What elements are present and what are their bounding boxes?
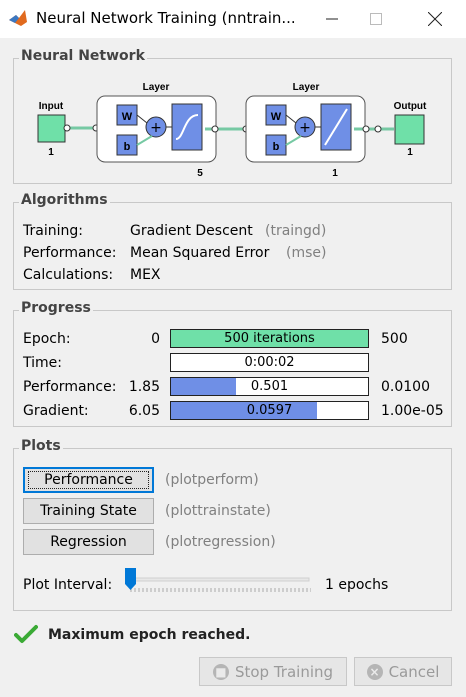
gradient-progress-text: 0.0597 bbox=[246, 403, 293, 418]
layer1-w-link bbox=[136, 114, 148, 124]
plot-regression-button[interactable]: Regression bbox=[23, 529, 154, 555]
algorithms-panel: Algorithms Training: Gradient Descent (t… bbox=[13, 192, 452, 290]
focus-indicator bbox=[28, 471, 149, 489]
plot-performance-button[interactable]: Performance bbox=[23, 467, 154, 493]
performance-progress-label: Performance: bbox=[23, 379, 117, 395]
gradient-label: Gradient: bbox=[23, 403, 89, 419]
output-port-icon bbox=[374, 125, 382, 133]
window-title: Neural Network Training (nntrain... bbox=[36, 9, 296, 27]
layer2-w-link bbox=[285, 114, 297, 124]
gradient-end: 1.00e-05 bbox=[381, 403, 444, 419]
layer2-b-link bbox=[285, 135, 302, 146]
performance-progress-bar: 0.501 bbox=[170, 377, 369, 396]
stop-training-label: Stop Training bbox=[234, 662, 334, 681]
layer1-b-link bbox=[136, 135, 153, 146]
minimize-button[interactable] bbox=[310, 4, 354, 34]
cancel-icon: × bbox=[366, 663, 383, 680]
plot-regression-func: (plotregression) bbox=[165, 534, 276, 550]
time-label: Time: bbox=[23, 355, 62, 371]
layer1-transfer-block bbox=[171, 103, 203, 151]
maximize-icon bbox=[370, 13, 382, 25]
layer2-plus-icon: + bbox=[299, 120, 311, 136]
time-bar: 0:00:02 bbox=[170, 353, 369, 372]
training-code: (traingd) bbox=[265, 223, 327, 239]
status-message: Maximum epoch reached. bbox=[48, 627, 251, 643]
performance-start: 1.85 bbox=[128, 379, 160, 395]
progress-panel-title: Progress bbox=[19, 300, 93, 316]
layer1-size: 5 bbox=[197, 168, 203, 179]
cancel-button[interactable]: × Cancel bbox=[354, 657, 452, 686]
epoch-label: Epoch: bbox=[23, 331, 71, 347]
plot-performance-func: (plotperform) bbox=[165, 472, 259, 488]
layer2-bias-label: b bbox=[273, 141, 280, 153]
algorithms-panel-title: Algorithms bbox=[19, 192, 110, 208]
plot-regression-label: Regression bbox=[50, 534, 127, 550]
performance-progress-text: 0.501 bbox=[250, 379, 289, 394]
linear-icon bbox=[324, 108, 348, 146]
input-label: Input bbox=[39, 101, 64, 112]
performance-end: 0.0100 bbox=[381, 379, 430, 395]
network-panel-title: Neural Network bbox=[19, 48, 147, 64]
plot-training-state-button[interactable]: Training State bbox=[23, 498, 154, 524]
input-size: 1 bbox=[48, 147, 54, 158]
training-label: Training: bbox=[23, 223, 83, 239]
training-value: Gradient Descent bbox=[130, 223, 253, 239]
layer2-size: 1 bbox=[332, 168, 338, 179]
cancel-label: Cancel bbox=[388, 662, 440, 681]
performance-value: Mean Squared Error bbox=[130, 245, 270, 261]
plot-interval-slider[interactable] bbox=[125, 568, 312, 598]
plots-panel-title: Plots bbox=[19, 438, 63, 454]
close-button[interactable] bbox=[413, 4, 457, 34]
plot-interval-value: 1 epochs bbox=[325, 577, 389, 593]
layer1-bias-label: b bbox=[124, 141, 131, 153]
sigmoid-icon bbox=[175, 114, 199, 140]
calculations-value: MEX bbox=[130, 267, 161, 283]
matlab-logo-icon bbox=[9, 10, 27, 26]
plot-performance-label: Performance bbox=[44, 472, 133, 488]
epoch-progress-fill bbox=[171, 330, 368, 347]
gradient-progress-bar: 0.0597 bbox=[170, 401, 369, 420]
gradient-progress-fill bbox=[171, 402, 317, 419]
stop-training-button[interactable]: ■ Stop Training bbox=[199, 657, 347, 686]
output-size: 1 bbox=[407, 147, 413, 158]
performance-code: (mse) bbox=[286, 245, 327, 261]
epoch-progress-text: 500 iterations bbox=[224, 331, 315, 346]
progress-panel: Progress bbox=[13, 300, 452, 427]
output-block bbox=[394, 114, 425, 145]
epoch-start: 0 bbox=[151, 331, 160, 347]
layer1-plus-icon: + bbox=[150, 120, 162, 136]
epoch-progress-bar: 500 iterations bbox=[170, 329, 369, 348]
layer2-out-port-icon bbox=[362, 125, 370, 133]
plot-interval-label: Plot Interval: bbox=[23, 577, 113, 593]
slider-thumb-icon[interactable] bbox=[125, 568, 136, 590]
stop-icon: ■ bbox=[212, 663, 229, 680]
time-text: 0:00:02 bbox=[244, 355, 295, 370]
layer1-weight-label: W bbox=[122, 111, 133, 123]
slider-track bbox=[126, 577, 312, 592]
close-icon bbox=[428, 12, 442, 26]
input-port-icon bbox=[63, 124, 71, 132]
layer2-label: Layer bbox=[293, 82, 320, 93]
epoch-end: 500 bbox=[381, 331, 408, 347]
calculations-label: Calculations: bbox=[23, 267, 114, 283]
network-diagram: Input 1 Layer W b + 5 Layer W b + bbox=[37, 82, 427, 179]
plots-panel: Plots bbox=[13, 438, 452, 611]
network-panel: Neural Network Input 1 Layer W b + 5 Lay… bbox=[13, 48, 452, 184]
check-icon bbox=[14, 625, 38, 643]
gradient-start: 6.05 bbox=[128, 403, 160, 419]
plot-training-state-func: (plottrainstate) bbox=[165, 503, 271, 519]
input-block bbox=[37, 114, 66, 143]
performance-label: Performance: bbox=[23, 245, 117, 261]
title-bar: Neural Network Training (nntrain... bbox=[0, 0, 466, 38]
layer1-label: Layer bbox=[143, 82, 170, 93]
plot-training-state-label: Training State bbox=[40, 503, 137, 519]
layer1-out-port-icon bbox=[211, 125, 219, 133]
layer2-weight-label: W bbox=[271, 111, 282, 123]
minimize-icon bbox=[326, 18, 338, 20]
output-label: Output bbox=[394, 101, 427, 112]
performance-progress-fill bbox=[171, 378, 236, 395]
maximize-button[interactable] bbox=[354, 4, 398, 34]
